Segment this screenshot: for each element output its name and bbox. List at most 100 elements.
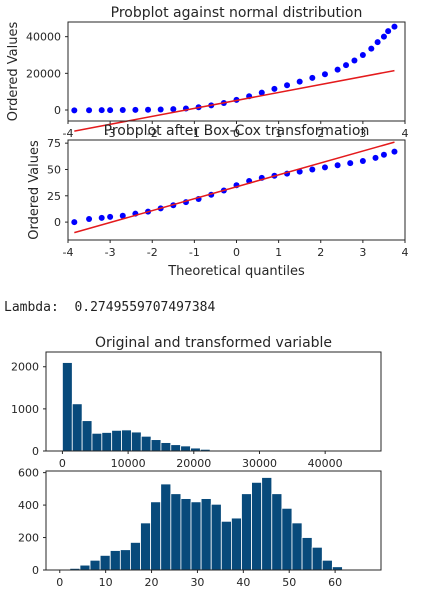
panel-4-y-tick-label: 600 [18,467,39,480]
panel-1-data-point [86,107,93,114]
panel-1-data-point [296,78,303,85]
panel-4-histogram-bar [321,559,333,571]
panel-4-x-tick-label: 60 [328,576,342,589]
panel-4-x-tick-label: 10 [99,576,113,589]
panel-4-y-tick-label: 200 [18,532,39,545]
panel-2-y-tick-label: 50 [47,163,61,176]
panel-3-histogram-bar [170,444,182,452]
panel-2-y-tick-label: 25 [47,190,61,203]
panel-4-histogram-bar [160,483,172,571]
panel-4-histogram-bar [220,520,232,571]
panel-3-histogram-bar [81,420,93,452]
panel-1-x-tick-label: 0 [233,127,240,140]
panel-2-data-point [98,214,105,221]
panel-2-x-tick-label: 2 [317,246,324,259]
panel-4-histogram-bar [190,501,202,571]
panel-3-x-tick-label: 10000 [111,457,146,470]
panel-4-histogram-bar [170,493,182,571]
panel-1-data-point [351,57,358,64]
panel-2-x-tick-label: -2 [147,246,158,259]
panel-3-x-tick-label: 0 [59,457,66,470]
panel-2-data-point [86,215,93,222]
panel-3-histogram-bar [101,432,113,452]
panel-1-data-point [258,89,265,96]
panel-2-data-point [347,160,354,167]
panel-4-histogram-bar [99,554,111,571]
panel-1-x-tick-label: -2 [147,127,158,140]
panel-1-x-tick-label: 4 [402,127,409,140]
panel-1-data-point [380,33,387,40]
panel-3-histogram-bar [140,435,152,452]
panel-4-histogram-bar [150,501,162,571]
panel-4-histogram-bar [109,550,121,571]
panel-1-data-point [391,23,398,30]
panel-1-fit-line [74,69,395,132]
lambda-output: Lambda: 0.2749559707497384 [4,300,216,315]
panel-4-histogram-bar [241,493,252,571]
panel-3-y-tick-label: 1000 [11,403,39,416]
panel-4-histogram-bar [261,477,273,571]
panel-2-data-point [391,148,398,155]
panel-1-y-tick-label: 20000 [26,67,61,80]
panel-1-x-tick-label: 3 [359,127,366,140]
panel-1-data-point [374,39,381,46]
panel-4-histogram-bar [140,522,152,571]
panel-4-x-tick-label: 0 [56,576,63,589]
panel-3-histogram-bar [71,403,83,452]
panel-3-y-tick-label: 0 [32,445,39,458]
panel-1-data-point [284,82,291,89]
panel-4-histogram-bar [200,498,212,571]
panel-4-histogram-bar [271,493,283,571]
panel-4-x-tick-label: 50 [282,576,296,589]
panel-2-data-point [372,154,379,161]
panel-1-data-point [71,107,78,114]
panel-1-data-point [309,74,316,81]
panel-4-histogram-bar [130,542,141,571]
panel-2-data-point [107,213,114,220]
panel-3-axes-frame [45,351,382,452]
panel-2-y-tick-label: 75 [47,137,61,150]
panel-4-histogram-bar [291,522,303,571]
panel-3-x-tick-label: 30000 [242,457,277,470]
panel-3-histogram-bar [150,439,162,452]
panel-2-x-tick-label: 0 [233,246,240,259]
panel-2-data-point [309,166,316,173]
panel-4-y-tick-label: 400 [18,499,39,512]
panel-2-data-point [334,162,341,169]
panel-1-data-point [385,28,392,35]
panel-3-x-tick-label: 40000 [308,457,343,470]
panel-1-data-point [321,71,328,78]
panel-1-axes-frame [67,21,406,122]
panel-1-y-axis-label: Ordered Values [6,22,21,122]
panel-4-histogram-bar [301,537,313,571]
panel-3-title: Original and transformed variable [95,335,332,351]
panel-2-axes-frame [67,139,406,241]
panel-1-data-point [119,107,126,113]
panel-4-histogram-bar [210,503,222,571]
panel-4-histogram-bar [230,517,242,571]
panel-2-x-axis-label: Theoretical quantiles [167,264,305,279]
panel-1-title: Probplot against normal distribution [111,5,363,21]
panel-3-histogram-bar [111,429,122,452]
panel-4-axes-frame [45,470,382,571]
panel-1-data-point [145,106,152,113]
panel-4-histogram-bar [251,481,263,571]
panel-4-histogram-bar [281,507,293,571]
panel-2-x-tick-label: -1 [189,246,200,259]
panel-2-x-tick-label: -4 [63,246,74,259]
panel-2-x-tick-label: 3 [359,246,366,259]
panel-3-x-tick-label: 20000 [176,457,211,470]
panel-3-histogram-bar [130,431,142,452]
panel-2-x-tick-label: -3 [105,246,116,259]
panel-4-y-tick-label: 0 [32,564,39,577]
panel-4-x-tick-label: 30 [190,576,204,589]
panel-2-x-tick-label: 1 [275,246,282,259]
panel-4-histogram-bar [311,546,323,571]
panel-2-data-point [321,164,328,171]
panel-1-data-point [132,106,139,113]
panel-2-fit-line [74,141,395,234]
panel-1-data-point [343,62,350,69]
panel-1-data-point [170,106,177,113]
panel-3-histogram-bar [160,442,172,452]
panel-2-data-point [380,151,387,158]
